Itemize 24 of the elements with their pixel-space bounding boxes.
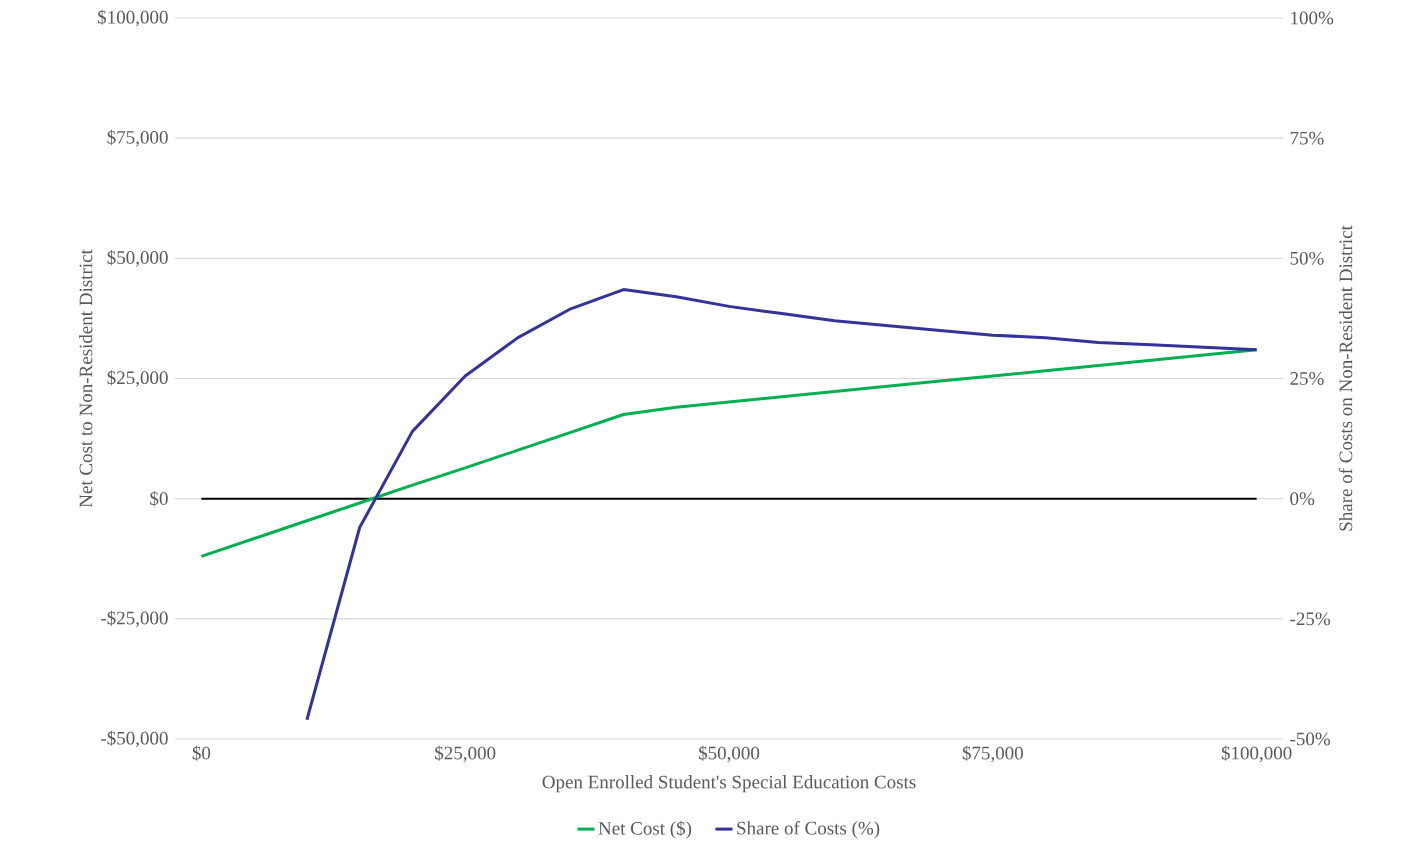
legend-label: Share of Costs (%) (737, 821, 880, 839)
x-axis-title: Open Enrolled Student's Special Education Costs (542, 775, 916, 793)
y2-tick-label: 100% (1291, 11, 1334, 25)
x-tick-label: $0 (192, 745, 211, 761)
x-tick-label: $100,000 (1221, 745, 1292, 763)
x-tick-label: $50,000 (698, 745, 760, 763)
y2-tick-label: 25% (1290, 372, 1324, 385)
y-axis-title: Net Cost to Non-Resident District (79, 249, 93, 508)
y-tick-label: $100,000 (98, 9, 168, 27)
y-tick-label: $75,000 (107, 129, 168, 147)
y2-axis-title: Share of Costs on Non-Resident District (1338, 225, 1353, 531)
x-tick-label: $75,000 (962, 745, 1023, 763)
y2-tick-label: 75% (1290, 131, 1324, 145)
y2-tick-label: -25% (1290, 612, 1331, 626)
legend-label: Net Cost ($) (598, 820, 692, 839)
y2-tick-label: 50% (1290, 251, 1324, 265)
y-tick-label: -$50,000 (101, 730, 168, 748)
y2-tick-label: -50% (1290, 732, 1331, 746)
y-tick-label: $50,000 (107, 249, 168, 267)
y-tick-label: $0 (150, 491, 168, 507)
y2-tick-label: 0% (1290, 492, 1315, 506)
x-tick-label: $25,000 (435, 745, 496, 763)
y-tick-label: -$25,000 (101, 610, 168, 628)
y-tick-label: $25,000 (107, 370, 168, 387)
